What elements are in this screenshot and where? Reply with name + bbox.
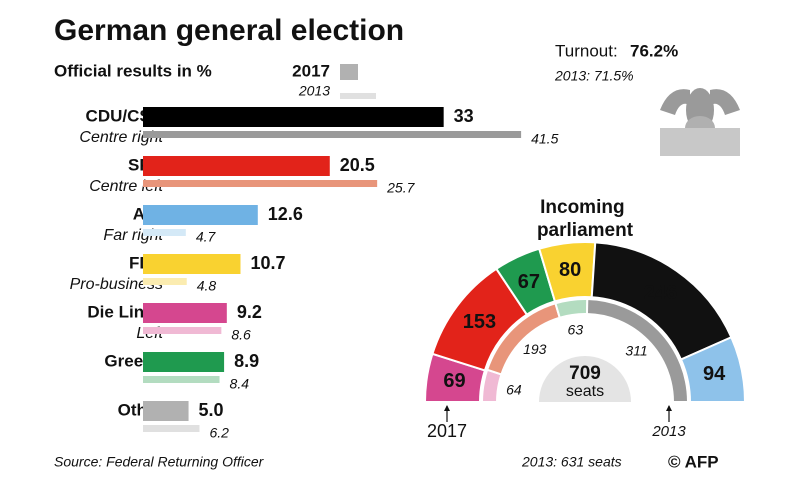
- footnote: 2013: 631 seats: [521, 454, 622, 470]
- bar: [143, 156, 330, 176]
- value-label: 12.6: [268, 204, 303, 224]
- bar: [143, 229, 186, 236]
- marker-arrowhead: [444, 405, 450, 411]
- building: [660, 128, 740, 156]
- seat-label: 64: [506, 381, 522, 397]
- value-label: 10.7: [250, 253, 285, 273]
- bar: [143, 107, 444, 127]
- bar: [143, 401, 189, 421]
- seat-segment: [585, 298, 690, 403]
- bar: [143, 180, 378, 187]
- bar: [143, 352, 225, 372]
- bar: [143, 254, 241, 274]
- seat-label: 193: [523, 341, 547, 357]
- marker-arrowhead: [666, 405, 672, 411]
- seat-label: 80: [559, 259, 581, 281]
- subtitle: Official results in %: [54, 61, 212, 80]
- value-label: 5.0: [199, 400, 224, 420]
- seat-label: 153: [463, 311, 496, 333]
- seat-label: 94: [703, 363, 726, 385]
- seat-label: 246: [644, 282, 677, 304]
- bar: [143, 327, 222, 334]
- ring-label: 2013: [651, 423, 686, 440]
- legend-swatch: [340, 64, 358, 80]
- value-label: 4.7: [196, 229, 217, 245]
- seat-label: 67: [518, 271, 540, 293]
- seat-segment: [480, 368, 503, 403]
- dome: [685, 116, 715, 128]
- bundestag-icon: [660, 88, 740, 156]
- value-label: 8.9: [234, 351, 259, 371]
- value-label: 25.7: [386, 180, 415, 196]
- value-label: 4.8: [197, 278, 217, 294]
- seat-segment: [554, 298, 589, 319]
- bar: [143, 425, 200, 432]
- seat-label: 311: [625, 342, 647, 358]
- turnout-label: Turnout:: [555, 41, 618, 60]
- value-label: 33: [454, 106, 474, 126]
- category-description: Centre right: [79, 129, 163, 146]
- turnout-value: 76.2%: [630, 41, 678, 60]
- bar: [143, 205, 258, 225]
- source: Source: Federal Returning Officer: [54, 454, 265, 470]
- eagle-wing: [710, 89, 740, 115]
- value-label: 8.4: [230, 376, 250, 392]
- value-label: 41.5: [531, 131, 558, 147]
- legend-swatch: [340, 93, 376, 99]
- value-label: 8.6: [231, 327, 251, 343]
- turnout-previous: 2013: 71.5%: [554, 68, 634, 84]
- total-seats: 709: [569, 363, 601, 384]
- bar: [143, 278, 187, 285]
- bar: [143, 376, 220, 383]
- eagle-wing: [660, 89, 690, 115]
- value-label: 9.2: [237, 302, 262, 322]
- credit: © AFP: [668, 452, 719, 471]
- parliament-title: Incoming parliament: [537, 197, 634, 241]
- legend-label: 2013: [298, 83, 330, 99]
- seat-segment: [679, 335, 747, 403]
- seat-label: 69: [443, 370, 465, 392]
- category-description: Pro-business: [70, 276, 163, 293]
- legend-label: 2017: [292, 61, 330, 80]
- value-label: 20.5: [340, 155, 375, 175]
- bar: [143, 303, 227, 323]
- bar: [143, 131, 522, 138]
- value-label: 6.2: [209, 425, 229, 441]
- title: German general election: [54, 14, 404, 47]
- total-seats-label: seats: [566, 383, 604, 400]
- ring-label: 2017: [427, 421, 467, 441]
- seat-label: 63: [568, 321, 584, 337]
- center-disc: [539, 356, 631, 402]
